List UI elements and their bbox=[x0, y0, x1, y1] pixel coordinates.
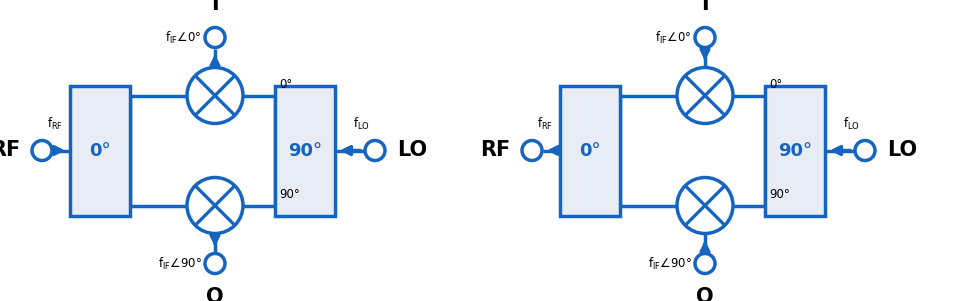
Text: 0°: 0° bbox=[89, 141, 111, 160]
Text: $\mathregular{f_{RF}}$: $\mathregular{f_{RF}}$ bbox=[47, 116, 63, 132]
Text: I: I bbox=[701, 0, 709, 14]
Text: $\mathregular{f_{IF}}$$\angle$90°: $\mathregular{f_{IF}}$$\angle$90° bbox=[158, 256, 202, 272]
Text: 90°: 90° bbox=[769, 188, 790, 201]
Text: 90°: 90° bbox=[288, 141, 322, 160]
Text: RF: RF bbox=[0, 141, 20, 160]
Text: I: I bbox=[211, 0, 219, 14]
Text: $\mathregular{f_{LO}}$: $\mathregular{f_{LO}}$ bbox=[353, 116, 370, 132]
Text: LO: LO bbox=[397, 141, 427, 160]
Text: $\mathregular{f_{RF}}$: $\mathregular{f_{RF}}$ bbox=[537, 116, 553, 132]
Bar bbox=[70, 85, 130, 216]
Text: $\mathregular{f_{LO}}$: $\mathregular{f_{LO}}$ bbox=[843, 116, 860, 132]
Text: 90°: 90° bbox=[778, 141, 812, 160]
Text: 0°: 0° bbox=[279, 79, 292, 92]
Text: $\mathregular{f_{IF}}$$\angle$90°: $\mathregular{f_{IF}}$$\angle$90° bbox=[648, 256, 692, 272]
Bar bbox=[765, 85, 825, 216]
Bar bbox=[275, 85, 335, 216]
Text: $\mathregular{f_{IF}}$$\angle$0°: $\mathregular{f_{IF}}$$\angle$0° bbox=[166, 29, 202, 45]
Bar bbox=[560, 85, 620, 216]
Text: 0°: 0° bbox=[769, 79, 782, 92]
Text: LO: LO bbox=[887, 141, 917, 160]
Text: 90°: 90° bbox=[279, 188, 300, 201]
Text: $\mathregular{f_{IF}}$$\angle$0°: $\mathregular{f_{IF}}$$\angle$0° bbox=[656, 29, 692, 45]
Text: RF: RF bbox=[480, 141, 510, 160]
Text: 0°: 0° bbox=[579, 141, 601, 160]
Text: Q: Q bbox=[206, 287, 223, 301]
Text: Q: Q bbox=[696, 287, 713, 301]
